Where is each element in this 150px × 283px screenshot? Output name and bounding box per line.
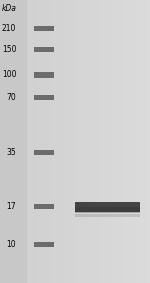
FancyBboxPatch shape [75, 213, 140, 217]
FancyBboxPatch shape [34, 26, 54, 31]
FancyBboxPatch shape [34, 95, 54, 100]
Text: 10: 10 [7, 240, 16, 249]
Text: 210: 210 [2, 24, 16, 33]
FancyBboxPatch shape [27, 0, 150, 283]
Text: 35: 35 [6, 148, 16, 157]
Text: 70: 70 [6, 93, 16, 102]
FancyBboxPatch shape [34, 47, 54, 52]
Text: 150: 150 [2, 45, 16, 54]
FancyBboxPatch shape [34, 72, 54, 78]
FancyBboxPatch shape [34, 150, 54, 155]
FancyBboxPatch shape [34, 204, 54, 209]
Text: 100: 100 [2, 70, 16, 80]
FancyBboxPatch shape [34, 242, 54, 247]
Text: 17: 17 [7, 202, 16, 211]
FancyBboxPatch shape [75, 201, 140, 212]
Text: kDa: kDa [1, 4, 16, 13]
FancyBboxPatch shape [75, 207, 140, 213]
